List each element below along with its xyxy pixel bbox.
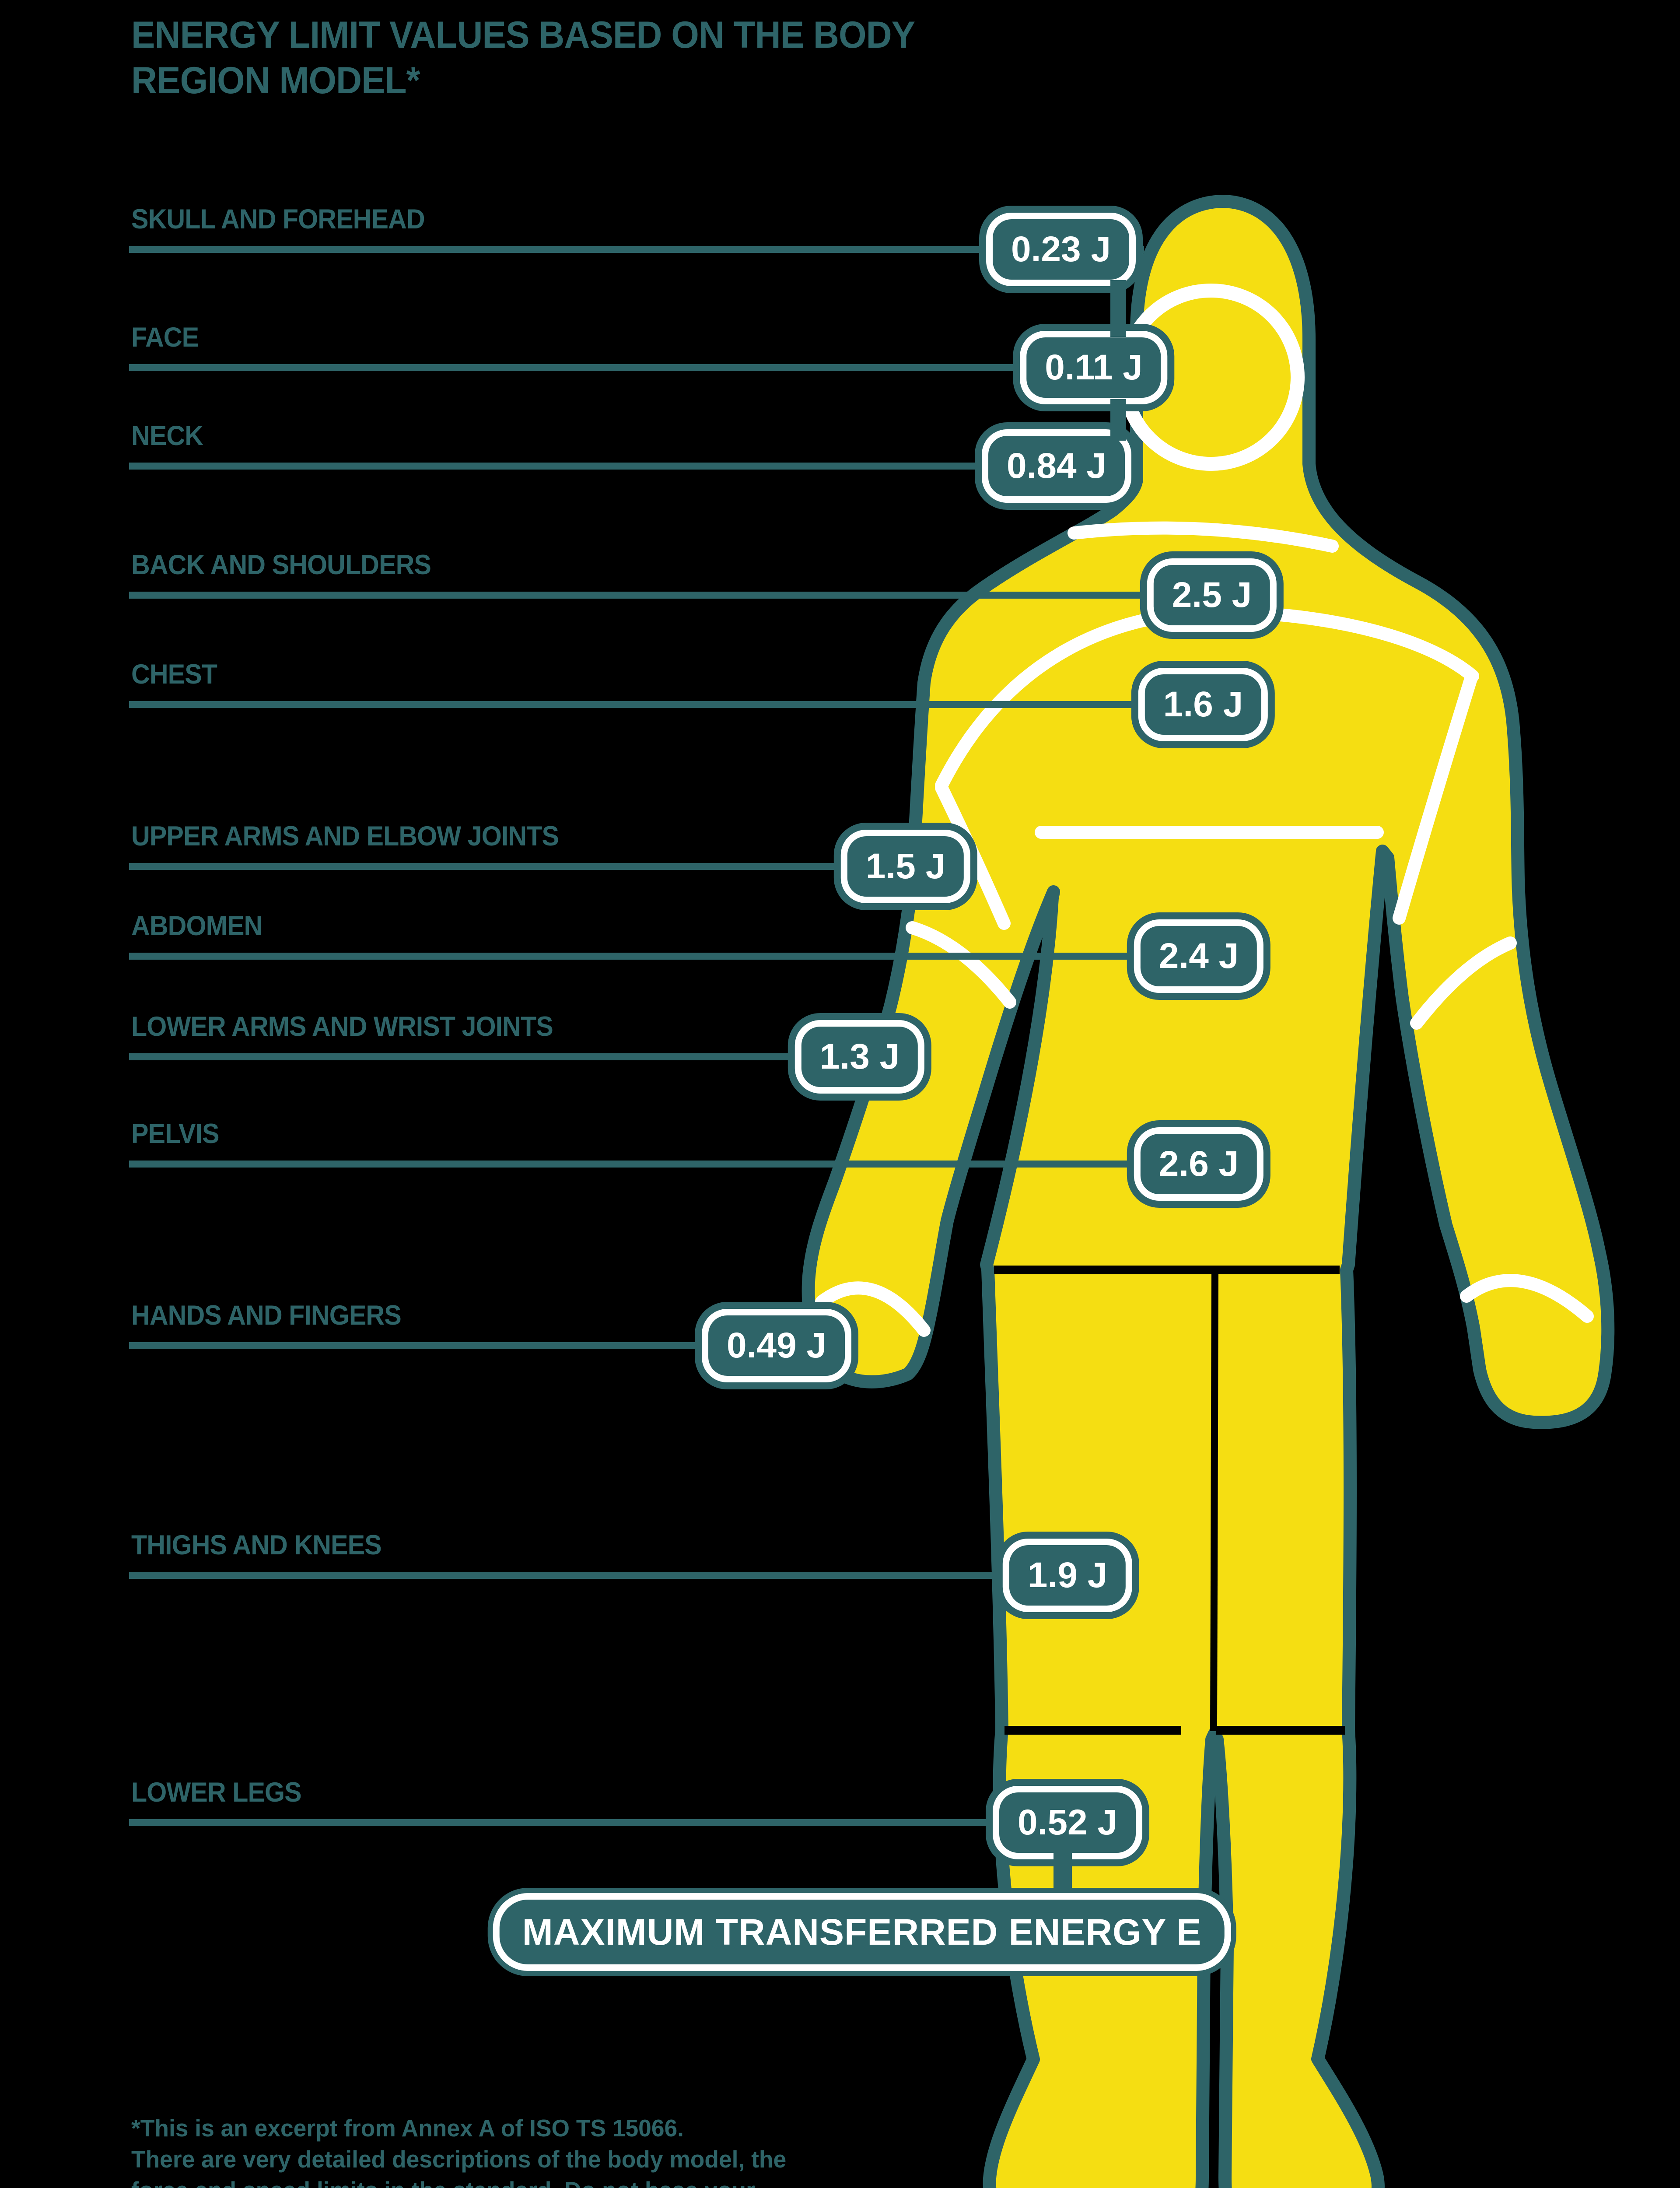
region-connector-line xyxy=(129,1161,1225,1168)
region-connector-line xyxy=(129,1342,809,1349)
energy-value-pill: 0.23 J xyxy=(986,213,1136,286)
neck-divider xyxy=(1068,521,1339,553)
region-label: BACK AND SHOULDERS xyxy=(131,550,431,580)
pill-stem xyxy=(1110,280,1126,337)
energy-value-pill: 0.84 J xyxy=(982,429,1131,503)
region-connector-line xyxy=(129,592,1225,599)
energy-value-pill: 0.11 J xyxy=(1020,331,1168,404)
region-connector-line xyxy=(129,863,941,870)
max-energy-pill: MAXIMUM TRANSFERRED ENERGY E xyxy=(493,1893,1231,1971)
page-title-line2: REGION MODEL* xyxy=(131,60,420,102)
page-title-line1: ENERGY LIMIT VALUES BASED ON THE BODY xyxy=(131,14,915,56)
energy-value-pill: 1.5 J xyxy=(840,830,971,903)
energy-value-pill: 1.9 J xyxy=(1002,1539,1133,1612)
right-elbow-divider xyxy=(1410,936,1517,1030)
region-connector-line xyxy=(129,1819,1094,1826)
energy-value-pill: 0.52 J xyxy=(993,1786,1142,1859)
region-label: THIGHS AND KNEES xyxy=(131,1530,382,1560)
region-label: NECK xyxy=(131,421,203,451)
region-label: CHEST xyxy=(131,659,217,690)
left-wrist-divider xyxy=(815,1281,931,1337)
footnote: *This is an excerpt from Annex A of ISO … xyxy=(131,2114,787,2188)
region-connector-line xyxy=(129,1572,1094,1579)
region-label: ABDOMEN xyxy=(131,911,262,941)
pill-stem xyxy=(1110,399,1126,441)
region-label: PELVIS xyxy=(131,1119,220,1149)
right-wrist-divider xyxy=(1460,1274,1594,1323)
region-connector-line xyxy=(129,364,1120,371)
region-connector-line xyxy=(129,701,1225,708)
energy-value-pill: 2.4 J xyxy=(1134,919,1264,993)
energy-value-pill: 2.5 J xyxy=(1147,558,1277,632)
energy-value-pill: 1.6 J xyxy=(1138,668,1268,741)
energy-value-pill: 2.6 J xyxy=(1134,1127,1264,1201)
body-separation-cuts xyxy=(994,1266,1345,1735)
page-title: ENERGY LIMIT VALUES BASED ON THE BODY RE… xyxy=(131,12,915,103)
region-connector-line xyxy=(129,463,1102,470)
region-label: HANDS AND FINGERS xyxy=(131,1300,402,1331)
region-connector-line xyxy=(129,953,1225,960)
energy-value-pill: 0.49 J xyxy=(702,1309,851,1382)
region-label: LOWER ARMS AND WRIST JOINTS xyxy=(131,1011,553,1042)
region-label: UPPER ARMS AND ELBOW JOINTS xyxy=(131,821,559,852)
region-connector-line xyxy=(129,246,1144,253)
region-label: LOWER LEGS xyxy=(131,1777,302,1808)
left-arm-divider xyxy=(935,781,1011,930)
right-arm-divider xyxy=(1393,671,1478,925)
region-label: FACE xyxy=(131,322,199,353)
crotch-cut xyxy=(1210,1274,1218,1732)
energy-value-pill: 1.3 J xyxy=(794,1020,925,1094)
region-connector-line xyxy=(129,1053,897,1060)
region-label: SKULL AND FOREHEAD xyxy=(131,204,425,235)
